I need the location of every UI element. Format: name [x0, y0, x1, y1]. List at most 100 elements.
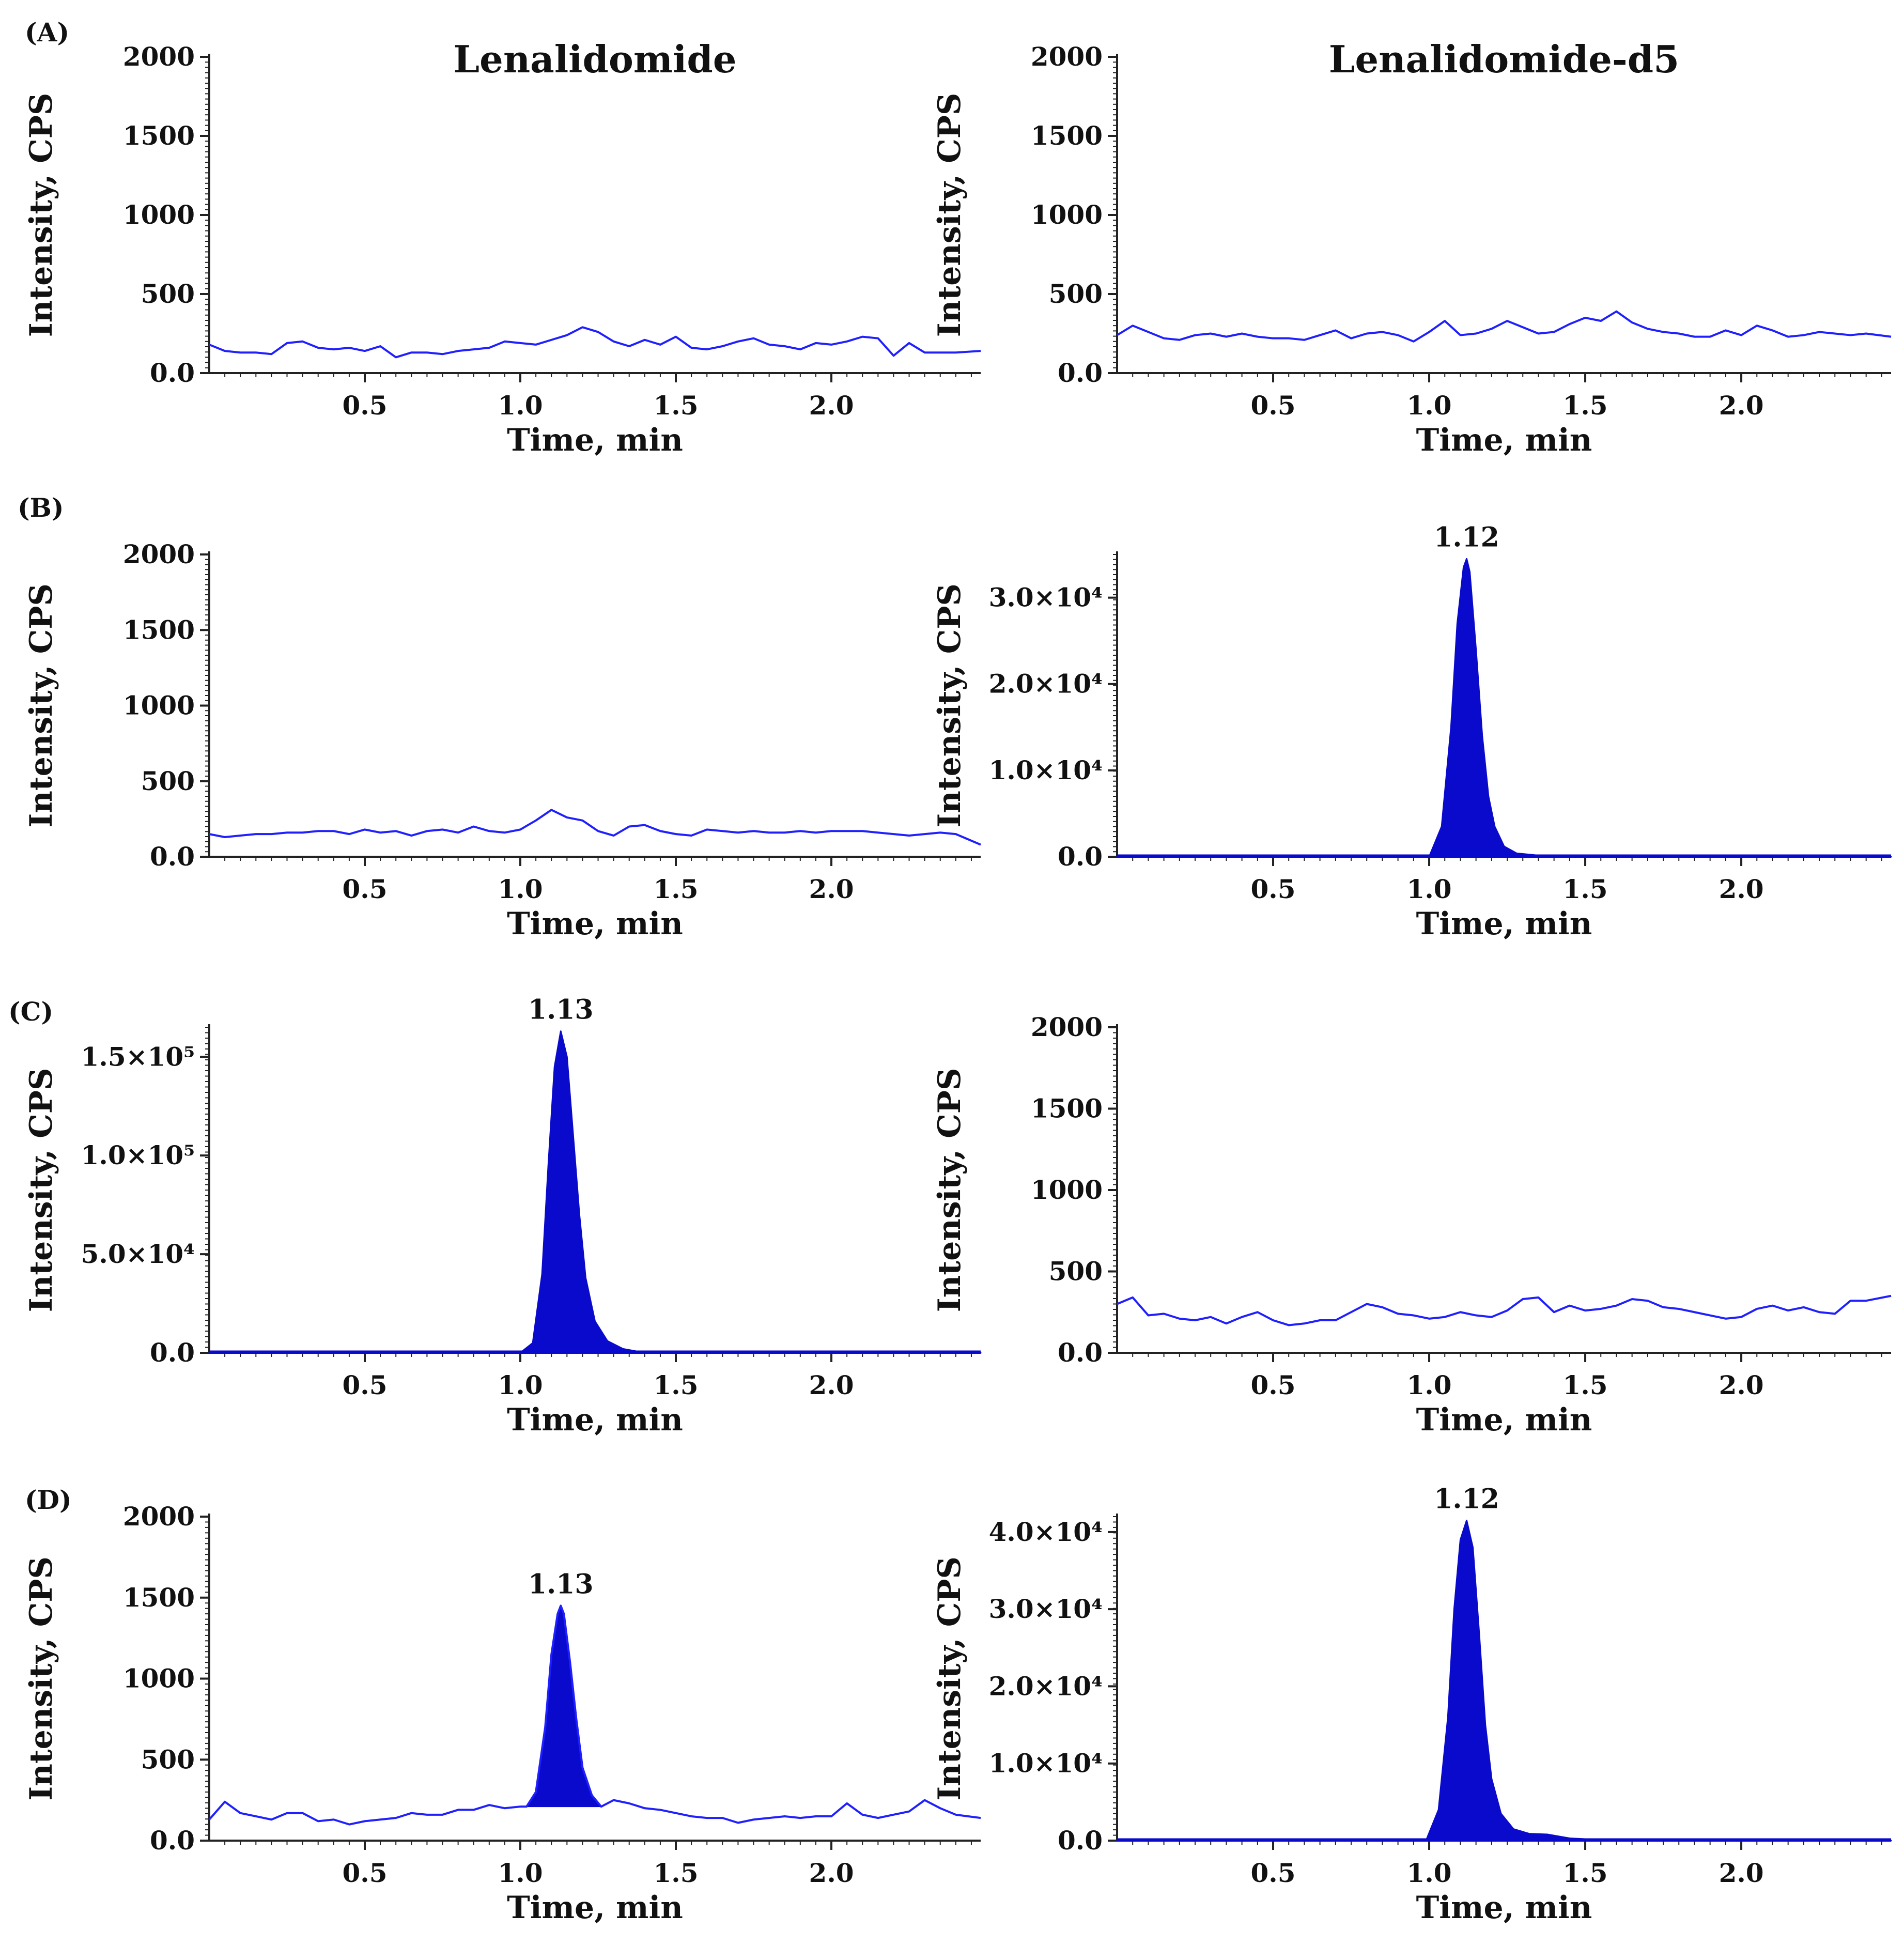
d-right-x-axis-title: Time, min	[1416, 1890, 1592, 1926]
b-right-x-tick-label: 1.5	[1563, 874, 1608, 904]
a-right-x-axis-title: Time, min	[1416, 422, 1592, 458]
b-right-y-tick-label: 2.0×10⁴	[989, 669, 1103, 699]
a-left-y-axis-title: Intensity, CPS	[23, 93, 59, 337]
d-right-y-tick-label: 3.0×10⁴	[989, 1594, 1103, 1624]
a-right-title: Lenalidomide-d5	[1329, 37, 1680, 81]
a-left-y-tick-label: 1000	[123, 199, 195, 230]
a-right-x-tick-label: 0.5	[1251, 390, 1296, 421]
d-left-x-tick-label: 0.5	[343, 1858, 388, 1888]
b-left-x-axis-title: Time, min	[507, 906, 683, 942]
c-right-y-tick-label: 0.0	[1058, 1337, 1103, 1368]
a-right-y-tick-label: 1500	[1031, 120, 1103, 151]
a-left-title: Lenalidomide	[453, 37, 736, 81]
a-left-y-tick-label: 2000	[123, 41, 195, 72]
b-right-y-axis-title: Intensity, CPS	[932, 583, 968, 828]
c-right-x-tick-label: 1.0	[1407, 1370, 1452, 1400]
a-left-y-tick-label: 1500	[123, 120, 195, 151]
panel-letter-b: (B)	[18, 492, 64, 523]
a-right-trace-line	[1116, 310, 1892, 343]
a-right-x-tick-label: 1.0	[1407, 390, 1452, 421]
b-right-x-tick-label: 0.5	[1251, 874, 1296, 904]
b-left-x-tick-label: 0.5	[343, 874, 388, 904]
d-left-x-tick-label: 1.5	[654, 1858, 699, 1888]
d-left-y-axis-title: Intensity, CPS	[23, 1556, 59, 1801]
b-left-y-tick-label: 1000	[123, 690, 195, 721]
b-left-x-tick-label: 1.5	[654, 874, 699, 904]
c-right-y-tick-label: 500	[1049, 1256, 1103, 1287]
c-left-x-tick-label: 1.5	[654, 1370, 699, 1400]
c-left-y-tick-label: 5.0×10⁴	[81, 1239, 195, 1269]
a-left-x-tick-label: 0.5	[343, 390, 388, 421]
c-right-x-tick-label: 2.0	[1719, 1370, 1764, 1400]
b-right-y-tick-label: 3.0×10⁴	[989, 582, 1103, 613]
chart-d-right: 0.0 1.0×10⁴ 2.0×10⁴ 3.0×10⁴ 4.0×10⁴ 0.5 1.0 1.5…	[932, 1483, 1892, 1926]
chart-b-left: 0.0 500 1000 1500 2000 0.5 1.0 1.5 2.0 Time, min I…	[23, 539, 981, 942]
d-left-y-tick-label: 1500	[123, 1582, 195, 1613]
a-right-y-tick-label: 2000	[1031, 41, 1103, 72]
c-left-y-axis-title: Intensity, CPS	[23, 1068, 59, 1313]
d-left-y-tick-label: 1000	[123, 1663, 195, 1694]
a-right-x-tick-label: 2.0	[1719, 390, 1764, 421]
c-right-y-tick-label: 1000	[1031, 1175, 1103, 1205]
d-left-x-tick-label: 1.0	[498, 1858, 543, 1888]
b-left-y-tick-label: 500	[141, 766, 195, 796]
d-left-peak-label: 1.13	[528, 1568, 594, 1600]
d-right-y-tick-label: 4.0×10⁴	[989, 1517, 1103, 1547]
b-left-trace-line	[209, 809, 981, 846]
d-right-x-tick-label: 2.0	[1719, 1858, 1764, 1888]
c-right-y-tick-label: 2000	[1031, 1012, 1103, 1042]
b-right-x-tick-label: 2.0	[1719, 874, 1764, 904]
a-left-trace-line	[209, 326, 981, 359]
b-right-x-axis-title: Time, min	[1416, 906, 1592, 942]
c-right-x-tick-label: 0.5	[1251, 1370, 1296, 1400]
d-left-x-tick-label: 2.0	[809, 1858, 854, 1888]
b-left-y-axis-title: Intensity, CPS	[23, 583, 59, 828]
b-left-y-tick-label: 1500	[123, 614, 195, 645]
c-left-x-tick-label: 0.5	[343, 1370, 388, 1400]
d-right-y-tick-label: 1.0×10⁴	[989, 1748, 1103, 1779]
a-right-y-tick-label: 0.0	[1058, 358, 1103, 388]
c-right-trace-line	[1117, 1294, 1892, 1326]
a-right-y-tick-label: 1000	[1031, 199, 1103, 230]
d-left-trace-line	[208, 1604, 981, 1826]
c-right-x-axis-title: Time, min	[1416, 1402, 1592, 1438]
c-right-y-tick-label: 1500	[1031, 1093, 1103, 1124]
c-right-y-axis-title: Intensity, CPS	[932, 1068, 968, 1313]
c-left-x-tick-label: 1.0	[498, 1370, 543, 1400]
d-left-y-tick-label: 0.0	[150, 1825, 195, 1856]
chart-c-right: 0.0 500 1000 1500 2000 0.5 1.0 1.5 2.0 Time, min I…	[932, 1012, 1892, 1438]
chart-d-left: 0.0 500 1000 1500 2000 0.5 1.0 1.5 2.0 Time, min I…	[23, 1501, 981, 1926]
c-left-x-tick-label: 2.0	[809, 1370, 854, 1400]
a-left-x-tick-label: 1.5	[654, 390, 699, 421]
a-left-x-tick-label: 1.0	[498, 390, 543, 421]
chart-a-right: 0.0 500 1000 1500 2000 0.5 1.0 1.5 2.0 Time, min I…	[932, 37, 1892, 458]
c-left-y-tick-label: 1.0×10⁵	[81, 1140, 195, 1170]
d-left-x-axis-title: Time, min	[507, 1890, 683, 1926]
d-left-y-tick-label: 500	[141, 1744, 195, 1774]
b-right-y-tick-label: 0.0	[1058, 841, 1103, 872]
c-left-peak-area	[208, 1030, 982, 1354]
b-left-y-tick-label: 2000	[123, 539, 195, 569]
chart-b-right: 0.0 1.0×10⁴ 2.0×10⁴ 3.0×10⁴ 0.5 1.0 1.5 2.0 Time…	[932, 521, 1892, 942]
chart-c-left: 0.0 5.0×10⁴ 1.0×10⁵ 1.5×10⁵ 0.5 1.0 1.5 2.0 Time…	[23, 994, 982, 1438]
panel-letter-a: (A)	[25, 17, 69, 48]
a-left-y-tick-label: 500	[141, 279, 195, 309]
panel-letter-c: (C)	[8, 996, 53, 1027]
d-right-y-tick-label: 0.0	[1058, 1825, 1103, 1856]
c-left-peak-label: 1.13	[528, 994, 594, 1026]
a-right-x-tick-label: 1.5	[1563, 390, 1608, 421]
b-right-peak-area	[1116, 558, 1892, 858]
b-right-y-tick-label: 1.0×10⁴	[989, 755, 1103, 785]
panel-letter-d: (D)	[25, 1485, 72, 1515]
c-left-y-tick-label: 0.0	[150, 1337, 195, 1368]
chart-a-left: 0.0 500 1000 1500 2000 0.5 1.0 1.5 2.0 Time, min I…	[23, 37, 981, 458]
d-right-y-axis-title: Intensity, CPS	[932, 1556, 968, 1801]
b-right-x-tick-label: 1.0	[1407, 874, 1452, 904]
b-left-x-tick-label: 1.0	[498, 874, 543, 904]
b-left-y-tick-label: 0.0	[150, 841, 195, 872]
b-right-peak-label: 1.12	[1434, 521, 1499, 553]
c-left-y-tick-label: 1.5×10⁵	[81, 1041, 195, 1072]
a-right-y-tick-label: 500	[1049, 279, 1103, 309]
d-right-x-tick-label: 1.5	[1563, 1858, 1608, 1888]
